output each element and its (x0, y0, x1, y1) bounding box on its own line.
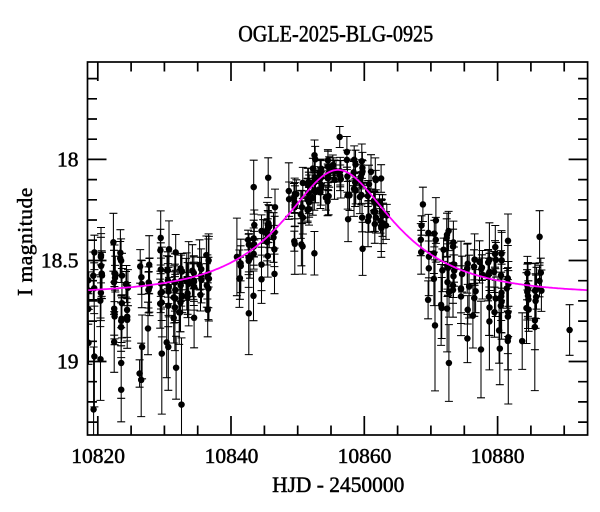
svg-text:10880: 10880 (471, 444, 525, 468)
svg-text:18.5: 18.5 (41, 249, 79, 273)
svg-text:I magnitude: I magnitude (13, 187, 37, 296)
svg-text:18: 18 (57, 148, 79, 172)
svg-text:10860: 10860 (338, 444, 392, 468)
svg-text:HJD - 2450000: HJD - 2450000 (272, 473, 404, 497)
svg-text:19: 19 (57, 349, 79, 373)
svg-text:10820: 10820 (71, 444, 125, 468)
svg-text:10840: 10840 (205, 444, 259, 468)
svg-text:OGLE-2025-BLG-0925: OGLE-2025-BLG-0925 (238, 21, 433, 47)
